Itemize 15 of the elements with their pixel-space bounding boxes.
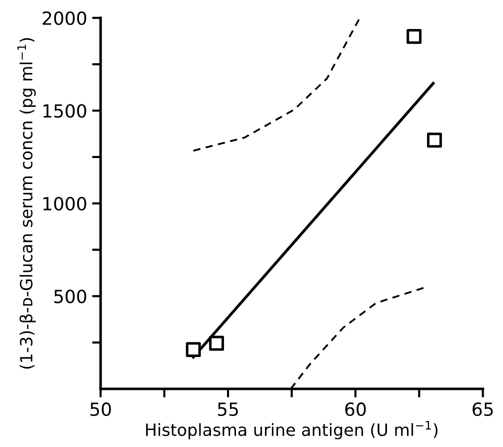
line-series	[192, 18, 361, 152]
y-tick-label: 500	[54, 290, 86, 304]
y-tick-label: 2000	[42, 11, 86, 25]
point	[209, 336, 224, 351]
point	[426, 132, 442, 148]
y-tick-label: 1000	[43, 196, 86, 210]
point	[186, 342, 201, 358]
point	[406, 28, 422, 44]
x-tick-label: 55	[218, 402, 238, 416]
x-tick-label: 60	[345, 402, 366, 416]
y-axis-title: (1-3)-β-ᴅ-Glucan serum concn (pg ml$^{−1}$)	[17, 38, 36, 369]
x-axis-title: Histoplasma urine antigen (U ml$^{−1}$)	[146, 420, 438, 440]
x-tick-label: 50	[90, 402, 111, 416]
x-tick-label: 65	[472, 402, 493, 416]
y-tick-label: 1500	[43, 104, 86, 118]
